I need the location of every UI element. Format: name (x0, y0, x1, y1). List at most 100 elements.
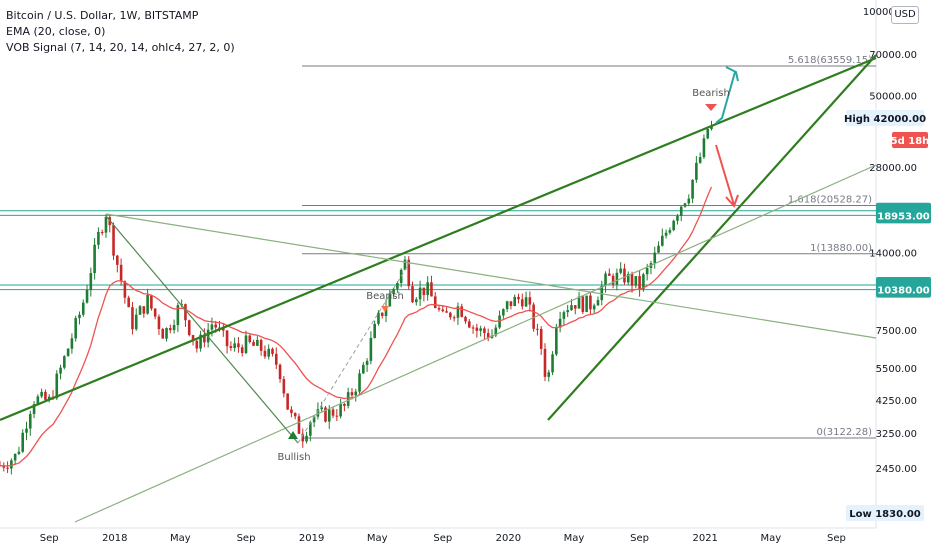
candle-body (426, 282, 429, 296)
x-tick-label: May (760, 533, 781, 544)
candle-body (316, 409, 320, 417)
bear-candle (6, 461, 9, 473)
candle-body (184, 304, 187, 321)
candle-body (44, 391, 47, 400)
price-tag-bg (876, 207, 931, 224)
price-tag: High 42000.00 (844, 110, 926, 126)
bear-candle (297, 413, 301, 435)
bull-candle (365, 358, 369, 372)
bull-candle (10, 458, 13, 475)
candle-body (513, 296, 517, 307)
candle-body (653, 252, 657, 264)
candle-body (274, 353, 278, 365)
bear-candle (638, 270, 641, 297)
bull-candle (47, 394, 51, 403)
pattern-line-down (105, 215, 299, 444)
candle-body (384, 306, 388, 316)
candle-body (327, 409, 331, 422)
candle-body (558, 318, 562, 328)
candle-body (691, 179, 694, 199)
candle-body (623, 268, 626, 283)
price-tag: 5d 18h (891, 132, 929, 148)
candle-body (422, 287, 426, 296)
candle-body (233, 343, 236, 348)
bull-candle (377, 310, 380, 326)
candle-body (608, 273, 611, 276)
bull-candle (502, 308, 505, 319)
candle-body (437, 307, 441, 310)
symbol-title[interactable]: Bitcoin / U.S. Dollar, 1W, BITSTAMP (6, 9, 199, 22)
candle-body (244, 335, 248, 353)
candle-body (297, 416, 301, 434)
bull-candle (403, 256, 407, 271)
candle-body (320, 407, 323, 410)
bear-candle (282, 376, 286, 398)
bull-candle (558, 311, 562, 333)
bear-candle (44, 389, 47, 402)
candle-body (471, 327, 475, 329)
bear-candle (611, 273, 615, 289)
y-tick-label: 2450.00 (876, 464, 917, 475)
candle-body (331, 409, 335, 416)
bear-candle (259, 338, 263, 356)
candle-body (486, 333, 490, 338)
bear-candle (2, 462, 6, 472)
candle-body (229, 346, 233, 348)
candle-body (517, 296, 520, 300)
candle-body (165, 328, 168, 339)
candle-body (66, 348, 70, 357)
fib-level-label: 5.618(63559.15) (788, 55, 872, 66)
candle-body (2, 465, 6, 468)
candle-body (562, 312, 566, 319)
candle-body (483, 328, 486, 334)
x-tick-label: 2020 (496, 533, 521, 544)
bull-candle (566, 304, 569, 317)
vob-indicator-label[interactable]: VOB Signal (7, 14, 20, 14, ohlc4, 27, 2,… (6, 41, 235, 54)
bull-candle (679, 205, 683, 222)
price-tag-bg (846, 110, 924, 126)
bull-candle (21, 429, 25, 454)
bull-candle (702, 134, 706, 159)
candle-body (176, 305, 180, 325)
bull-candle (362, 362, 365, 374)
bull-candle (176, 302, 180, 333)
candle-body (259, 339, 263, 351)
bull-candle (706, 128, 710, 140)
bear-candle (150, 294, 153, 311)
candle-body (505, 301, 509, 310)
bearish-signal-marker (705, 104, 717, 111)
bull-candle (13, 453, 17, 465)
candle-body (172, 324, 176, 331)
candle-body (399, 269, 403, 283)
bull-candle (600, 280, 604, 306)
candle-body (441, 309, 445, 312)
candle-body (377, 312, 380, 324)
bull-candle (513, 294, 517, 307)
bull-candle (634, 276, 638, 289)
candle-body (615, 272, 619, 285)
bull-candle (683, 202, 687, 208)
x-tick-label: 2018 (102, 533, 127, 544)
bull-candle (320, 401, 323, 413)
bull-candle (104, 214, 108, 238)
x-tick-label: 2019 (299, 533, 324, 544)
bear-candle (411, 281, 414, 303)
x-tick-label: Sep (40, 533, 59, 544)
candle-body (695, 162, 698, 180)
candle-body (456, 306, 460, 318)
bull-candle (562, 310, 566, 327)
bull-candle (40, 388, 43, 399)
bear-candle (486, 328, 490, 342)
candle-body (187, 320, 191, 336)
candle-body (28, 414, 32, 429)
bear-candle (407, 256, 411, 290)
currency-button[interactable]: USD (891, 6, 919, 24)
candle-body (502, 309, 505, 316)
x-tick-label: Sep (827, 533, 846, 544)
bull-candle (551, 351, 554, 376)
bear-candle (483, 326, 486, 340)
ema-indicator-label[interactable]: EMA (20, close, 0) (6, 25, 106, 38)
candle-body (119, 264, 123, 282)
